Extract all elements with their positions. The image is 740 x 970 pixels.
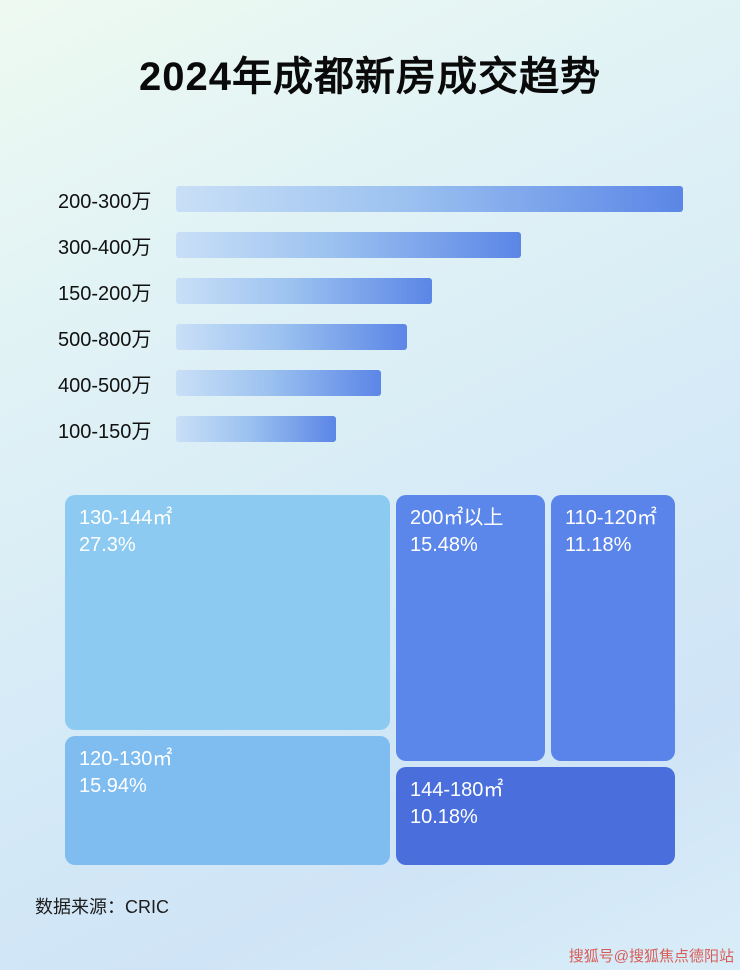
- page-title: 2024年成都新房成交趋势: [139, 55, 601, 99]
- bar-row: 400-500万: [58, 370, 683, 397]
- bar-category-label: 100-150万: [58, 420, 152, 443]
- bar-track: [176, 186, 683, 212]
- treemap-block: 110-120㎡ 11.18%: [551, 495, 675, 761]
- bar-category-label: 150-200万: [58, 282, 152, 305]
- bar-track: [176, 278, 683, 304]
- treemap-block-value: 27.3%: [79, 534, 136, 556]
- bar-category-label: 400-500万: [58, 374, 152, 397]
- bar: [176, 186, 683, 212]
- bar-category-label: 200-300万: [58, 190, 152, 213]
- bar-track: [176, 324, 683, 350]
- treemap-block-label: 130-144㎡: [79, 507, 173, 529]
- bar: [176, 232, 521, 258]
- bar-category-label: 500-800万: [58, 328, 152, 351]
- treemap-block-value: 10.18%: [410, 806, 478, 828]
- treemap-block-label: 144-180㎡: [410, 779, 504, 801]
- bar-track: [176, 416, 683, 442]
- treemap-block: 200㎡以上 15.48%: [396, 495, 545, 761]
- treemap-block-value: 15.48%: [410, 534, 478, 556]
- treemap-block-label: 200㎡以上: [410, 507, 504, 529]
- bar-row: 300-400万: [58, 232, 683, 259]
- bar-row: 100-150万: [58, 416, 683, 443]
- bar-track: [176, 232, 683, 258]
- watermark-label: 搜狐号@搜狐焦点德阳站: [568, 948, 734, 965]
- bar-row: 500-800万: [58, 324, 683, 351]
- bar-category-label: 300-400万: [58, 236, 152, 259]
- treemap-block-label: 120-130㎡: [79, 748, 173, 770]
- treemap-block-value: 15.94%: [79, 775, 147, 797]
- area-share-treemap: 130-144㎡ 27.3% 120-130㎡ 15.94% 200㎡以上 15.48% 1…: [65, 495, 675, 865]
- data-source-label: 数据来源：CRIC: [35, 897, 169, 917]
- treemap-block-label: 110-120㎡: [565, 507, 657, 529]
- bar: [176, 278, 433, 304]
- bar-row: 150-200万: [58, 278, 683, 305]
- treemap-block-value: 11.18%: [565, 534, 632, 556]
- bar-row: 200-300万: [58, 186, 683, 213]
- treemap-block: 144-180㎡ 10.18%: [396, 767, 675, 865]
- treemap-block: 130-144㎡ 27.3%: [65, 495, 390, 730]
- bar-track: [176, 370, 683, 396]
- bar: [176, 416, 336, 442]
- price-range-bar-chart: 200-300万 300-400万 150-200万 500-800万 400-500万…: [58, 186, 683, 462]
- bar: [176, 324, 407, 350]
- treemap-block: 120-130㎡ 15.94%: [65, 736, 390, 865]
- bar: [176, 370, 382, 396]
